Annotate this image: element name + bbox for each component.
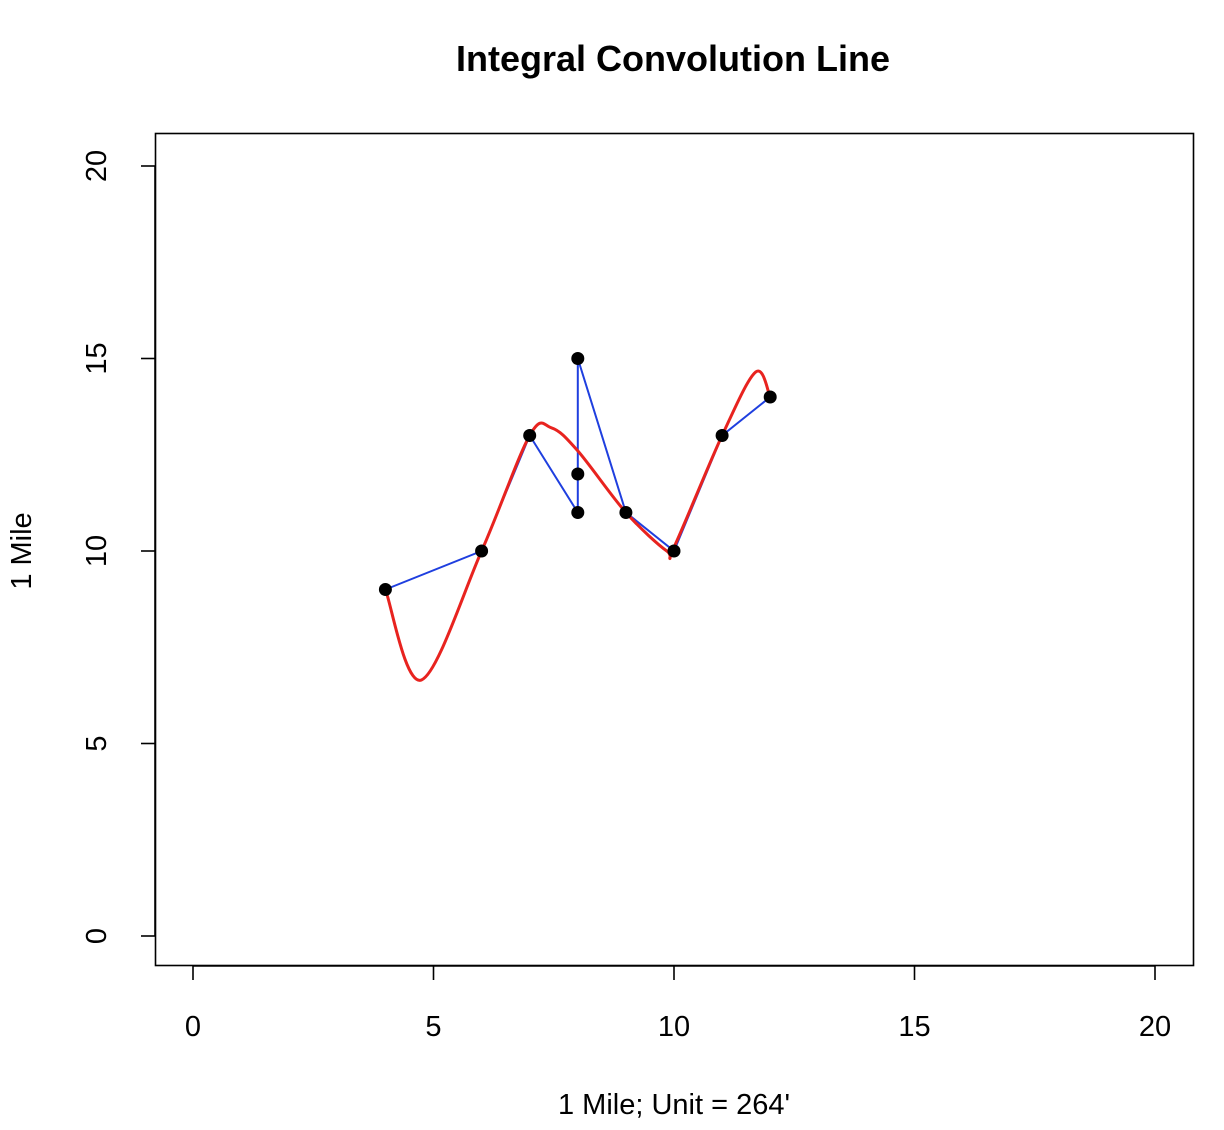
x-tick-label: 0: [185, 1011, 201, 1043]
x-tick-label: 20: [1139, 1011, 1171, 1043]
data-point: [571, 352, 585, 365]
x-axis: 0 5 10 15 20: [185, 965, 1171, 1043]
data-point: [475, 544, 489, 558]
points-layer: [378, 352, 777, 596]
x-tick-label: 15: [898, 1011, 930, 1043]
y-axis: 0 5 10 15 20: [81, 150, 156, 944]
y-tick-label: 15: [81, 342, 113, 374]
data-point: [619, 506, 633, 519]
series-layer: [383, 358, 772, 682]
data-point: [571, 467, 585, 481]
data-point: [763, 390, 777, 404]
y-tick-label: 0: [81, 928, 113, 944]
x-axis-label: 1 Mile; Unit = 264': [558, 1089, 790, 1121]
data-point: [571, 506, 585, 519]
chart-title: Integral Convolution Line: [456, 38, 890, 79]
y-tick-label: 20: [81, 150, 113, 182]
data-point: [715, 429, 729, 442]
data-point: [378, 583, 392, 596]
data-point: [523, 429, 537, 442]
y-axis-label: 1 Mile: [6, 512, 38, 589]
x-tick-label: 5: [425, 1011, 441, 1043]
data-point: [667, 544, 681, 558]
x-tick-label: 10: [658, 1011, 690, 1043]
y-tick-label: 10: [81, 535, 113, 567]
y-tick-label: 5: [81, 735, 113, 751]
